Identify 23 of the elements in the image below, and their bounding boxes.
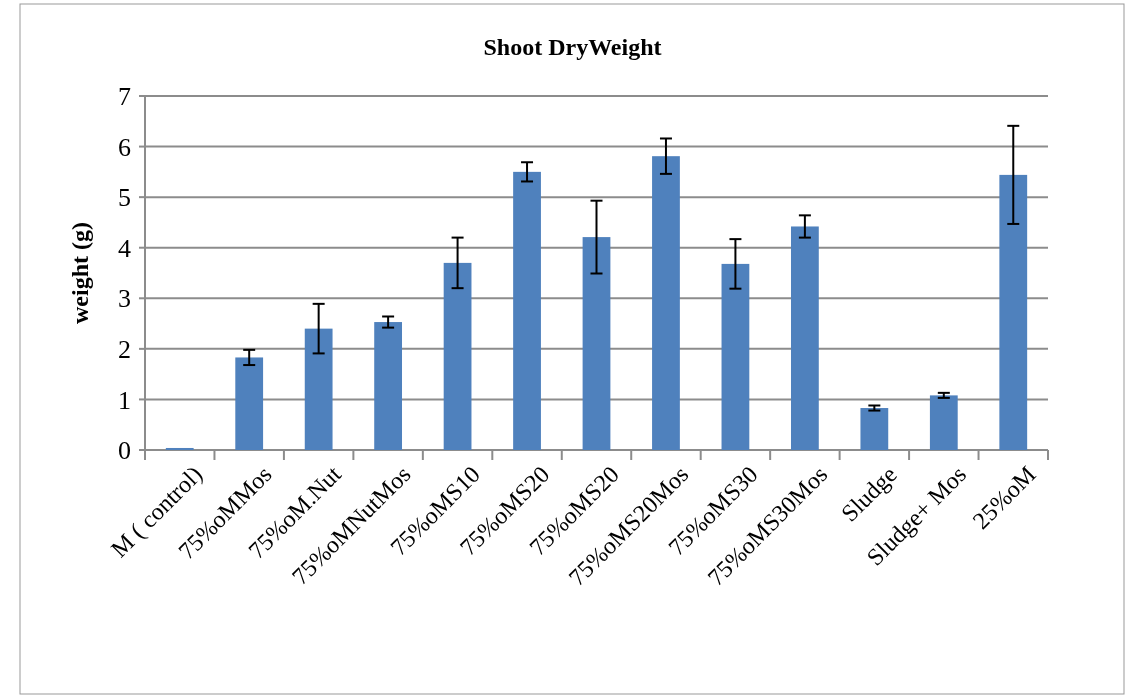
bar (929, 395, 958, 450)
y-tick-label: 4 (118, 233, 131, 263)
y-tick-label: 2 (118, 334, 131, 364)
y-tick-label: 1 (118, 385, 131, 415)
bar (165, 447, 194, 450)
bar (374, 322, 403, 450)
bar (652, 156, 680, 450)
y-tick-label: 0 (118, 436, 131, 466)
chart-title: Shoot DryWeight (483, 34, 662, 60)
bar (999, 174, 1028, 450)
bar (443, 262, 472, 450)
bar (860, 408, 889, 450)
bar (304, 328, 333, 450)
bar (513, 171, 541, 450)
bar (235, 357, 264, 450)
y-tick-label: 5 (118, 183, 131, 213)
bar (582, 237, 611, 450)
bar (790, 226, 819, 450)
y-axis-title: weight (g) (67, 222, 93, 324)
y-tick-label: 7 (118, 82, 131, 112)
bar (721, 263, 750, 450)
y-tick-label: 6 (118, 132, 131, 162)
y-tick-label: 3 (118, 284, 131, 314)
